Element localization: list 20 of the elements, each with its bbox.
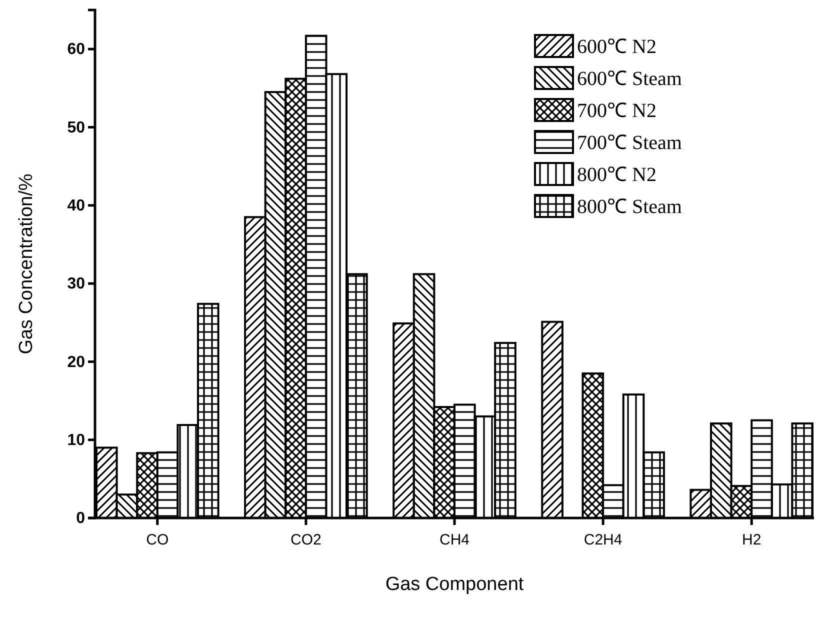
y-tick-label: 30 — [67, 276, 86, 293]
x-tick-label: C2H4 — [584, 532, 622, 548]
y-tick-label: 60 — [67, 41, 86, 58]
x-tick-label: CO — [146, 532, 169, 548]
x-axis-title: Gas Component — [385, 574, 524, 595]
y-tick-label: 40 — [67, 198, 86, 215]
legend-label: 600℃ Steam — [577, 68, 682, 90]
x-tick-label: H2 — [742, 532, 762, 548]
x-tick-label: CO2 — [290, 532, 322, 548]
legend-label: 700℃ Steam — [577, 132, 682, 154]
y-tick-label: 50 — [67, 119, 86, 136]
legend-label: 700℃ N2 — [577, 100, 656, 122]
legend-label: 600℃ N2 — [577, 36, 656, 58]
legend-label: 800℃ Steam — [577, 196, 682, 218]
y-tick-label: 0 — [76, 510, 86, 528]
y-axis-title: Gas Concentration/% — [16, 174, 37, 354]
y-tick-label: 20 — [67, 354, 86, 371]
y-tick-label: 10 — [67, 432, 86, 449]
legend-label: 800℃ N2 — [577, 164, 656, 186]
x-tick-label: CH4 — [439, 532, 470, 548]
